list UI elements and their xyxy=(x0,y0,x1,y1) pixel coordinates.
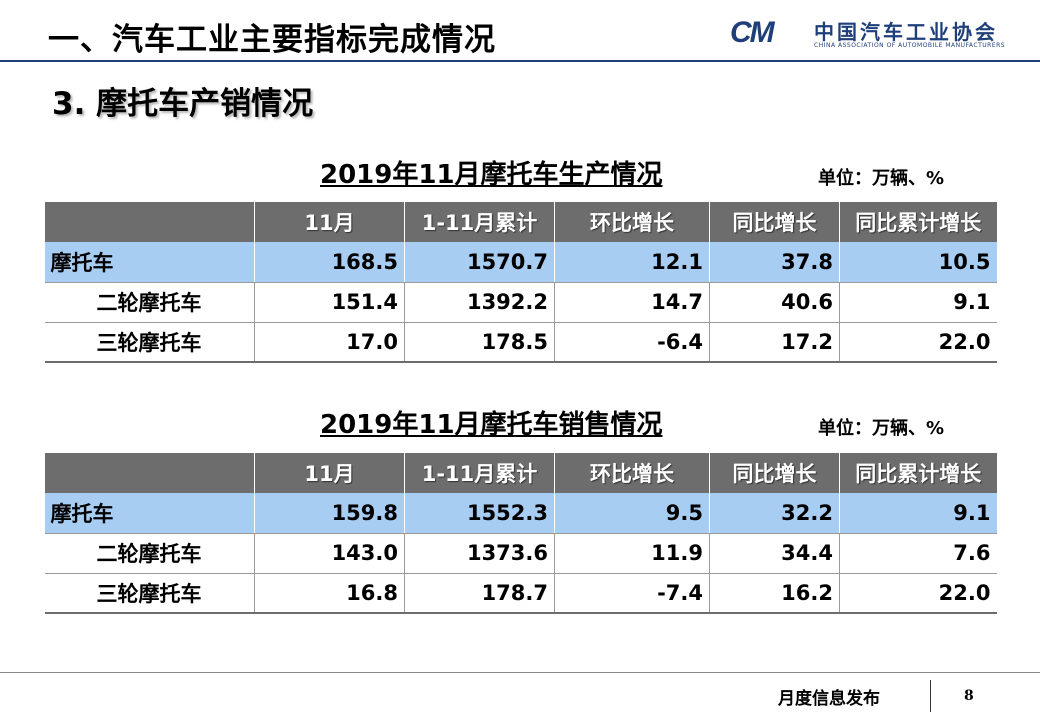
sales-table: 11月 1-11月累计 环比增长 同比增长 同比累计增长 摩托车 159.8 1… xyxy=(44,453,997,614)
cell-value: 168.5 xyxy=(254,242,405,283)
cell-value: 151.4 xyxy=(254,282,405,323)
production-table-caption: 2019年11月摩托车生产情况 xyxy=(320,160,663,190)
cell-value: 159.8 xyxy=(254,493,405,534)
cell-value: 9.1 xyxy=(839,282,997,323)
cell-value: 32.2 xyxy=(709,493,840,534)
cell-value: 16.8 xyxy=(254,573,405,614)
production-unit-label: 单位：万辆、% xyxy=(818,168,945,189)
row-label: 三轮摩托车 xyxy=(44,322,255,363)
cell-value: 22.0 xyxy=(839,322,997,363)
header-divider xyxy=(0,60,1040,62)
table-row: 三轮摩托车 17.0 178.5 -6.4 17.2 22.0 xyxy=(44,322,997,363)
header-cell-category xyxy=(44,453,255,493)
cell-value: 178.5 xyxy=(404,322,555,363)
header-cell-cumulative: 1-11月累计 xyxy=(404,453,555,493)
cell-value: 1552.3 xyxy=(404,493,555,534)
cell-value: 11.9 xyxy=(554,533,710,574)
header-cell-yoy-cumulative-growth: 同比累计增长 xyxy=(839,453,997,493)
sales-table-caption: 2019年11月摩托车销售情况 xyxy=(320,410,663,440)
footer-divider xyxy=(0,672,1040,673)
cell-value: 9.1 xyxy=(839,493,997,534)
table-row: 摩托车 168.5 1570.7 12.1 37.8 10.5 xyxy=(44,242,997,283)
footer-vertical-divider xyxy=(930,680,931,712)
logo-chinese-name: 中国汽车工业协会 xyxy=(814,20,998,44)
header-cell-yoy-cumulative-growth: 同比累计增长 xyxy=(839,202,997,242)
row-label: 二轮摩托车 xyxy=(44,282,255,323)
row-label: 摩托车 xyxy=(44,493,255,534)
row-label: 摩托车 xyxy=(44,242,255,283)
header-cell-mom-growth: 环比增长 xyxy=(554,202,710,242)
sales-unit-label: 单位：万辆、% xyxy=(818,418,945,439)
table-header-row: 11月 1-11月累计 环比增长 同比增长 同比累计增长 xyxy=(44,453,997,493)
table-row: 摩托车 159.8 1552.3 9.5 32.2 9.1 xyxy=(44,493,997,534)
cell-value: 16.2 xyxy=(709,573,840,614)
slide-header-title: 一、汽车工业主要指标完成情况 xyxy=(48,22,496,58)
header-cell-yoy-growth: 同比增长 xyxy=(709,202,840,242)
caam-logo: CM 中国汽车工业协会 CHINA ASSOCIATION OF AUTOMOB… xyxy=(730,14,1005,54)
cell-value: 1392.2 xyxy=(404,282,555,323)
header-cell-month: 11月 xyxy=(254,453,405,493)
cell-value: 9.5 xyxy=(554,493,710,534)
cell-value: 17.2 xyxy=(709,322,840,363)
cell-value: 37.8 xyxy=(709,242,840,283)
cell-value: 22.0 xyxy=(839,573,997,614)
header-cell-category xyxy=(44,202,255,242)
cell-value: 1373.6 xyxy=(404,533,555,574)
cell-value: 17.0 xyxy=(254,322,405,363)
cell-value: 178.7 xyxy=(404,573,555,614)
cell-value: -6.4 xyxy=(554,322,710,363)
section-title: 3. 摩托车产销情况 xyxy=(52,86,314,122)
header-cell-mom-growth: 环比增长 xyxy=(554,453,710,493)
logo-english-name: CHINA ASSOCIATION OF AUTOMOBILE MANUFACT… xyxy=(814,42,1006,49)
table-row: 三轮摩托车 16.8 178.7 -7.4 16.2 22.0 xyxy=(44,573,997,614)
cell-value: 143.0 xyxy=(254,533,405,574)
cell-value: 14.7 xyxy=(554,282,710,323)
row-label: 二轮摩托车 xyxy=(44,533,255,574)
cell-value: -7.4 xyxy=(554,573,710,614)
table-row: 二轮摩托车 151.4 1392.2 14.7 40.6 9.1 xyxy=(44,282,997,323)
page-number: 8 xyxy=(964,688,974,704)
table-header-row: 11月 1-11月累计 环比增长 同比增长 同比累计增长 xyxy=(44,202,997,242)
header-cell-month: 11月 xyxy=(254,202,405,242)
table-row: 二轮摩托车 143.0 1373.6 11.9 34.4 7.6 xyxy=(44,533,997,574)
cell-value: 7.6 xyxy=(839,533,997,574)
cell-value: 1570.7 xyxy=(404,242,555,283)
logo-mark-icon: CM xyxy=(730,16,775,49)
cell-value: 34.4 xyxy=(709,533,840,574)
cell-value: 10.5 xyxy=(839,242,997,283)
footer-label: 月度信息发布 xyxy=(778,689,880,709)
header-cell-yoy-growth: 同比增长 xyxy=(709,453,840,493)
header-cell-cumulative: 1-11月累计 xyxy=(404,202,555,242)
production-table: 11月 1-11月累计 环比增长 同比增长 同比累计增长 摩托车 168.5 1… xyxy=(44,202,997,363)
cell-value: 12.1 xyxy=(554,242,710,283)
cell-value: 40.6 xyxy=(709,282,840,323)
row-label: 三轮摩托车 xyxy=(44,573,255,614)
